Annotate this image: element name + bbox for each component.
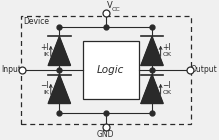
Text: OK: OK [162, 52, 171, 57]
Text: IK: IK [43, 90, 49, 95]
Polygon shape [48, 37, 71, 66]
Text: +I: +I [162, 43, 171, 52]
Text: GND: GND [97, 130, 115, 139]
Bar [83, 41, 139, 99]
Text: CC: CC [112, 7, 120, 12]
Text: OK: OK [162, 90, 171, 95]
Text: −I: −I [162, 81, 171, 90]
Text: Logic: Logic [97, 65, 125, 75]
Text: Input: Input [2, 66, 22, 74]
Polygon shape [48, 74, 71, 103]
Text: V: V [107, 1, 113, 10]
Text: Device: Device [23, 18, 49, 26]
Bar [21, 16, 191, 124]
Polygon shape [141, 37, 163, 66]
Text: IK: IK [43, 52, 49, 57]
Text: −I: −I [41, 81, 49, 90]
Text: +I: +I [41, 43, 49, 52]
Polygon shape [141, 74, 163, 103]
Text: Output: Output [191, 66, 217, 74]
